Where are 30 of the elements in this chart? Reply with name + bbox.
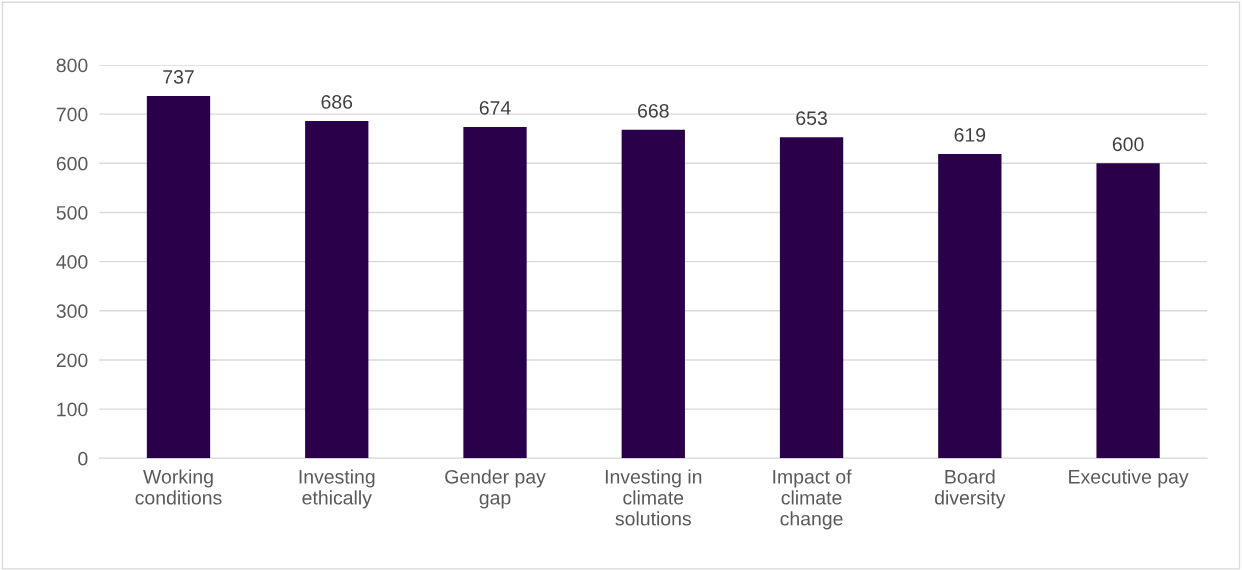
y-tick-label: 100 (57, 402, 88, 417)
x-tick-label: Investing in climate solutions (605, 469, 702, 526)
bar (621, 129, 685, 459)
x-tick-label: Gender pay gap (445, 469, 546, 509)
y-tick-label: 500 (56, 205, 88, 220)
x-tick-label: Executive pay (1069, 469, 1189, 488)
y-tick-label: 300 (56, 304, 88, 319)
y-tick-label: 600 (56, 156, 88, 171)
x-tick-label: Working conditions (135, 469, 222, 505)
data-label: 674 (479, 100, 511, 115)
x-tick-label: Investing ethically (299, 469, 375, 509)
data-label: 600 (1112, 137, 1144, 152)
bar (146, 95, 211, 459)
x-tick-label: Impact of climate change (773, 469, 852, 530)
data-label: 653 (796, 111, 827, 126)
y-tick-label: 400 (56, 255, 88, 269)
data-label: 619 (954, 128, 986, 142)
y-tick-label: 800 (56, 58, 88, 73)
data-label: 686 (321, 95, 353, 109)
y-tick-label: 700 (56, 107, 88, 122)
bar (1096, 163, 1160, 459)
data-label: 668 (638, 103, 669, 118)
bar (779, 137, 844, 459)
data-label: 737 (163, 70, 194, 84)
bar (305, 121, 369, 459)
x-tick-label: Board diversity (934, 469, 1006, 509)
y-tick-label: 0 (78, 451, 88, 466)
bar (463, 126, 527, 459)
bar (938, 153, 1002, 459)
y-tick-label: 200 (56, 353, 88, 368)
